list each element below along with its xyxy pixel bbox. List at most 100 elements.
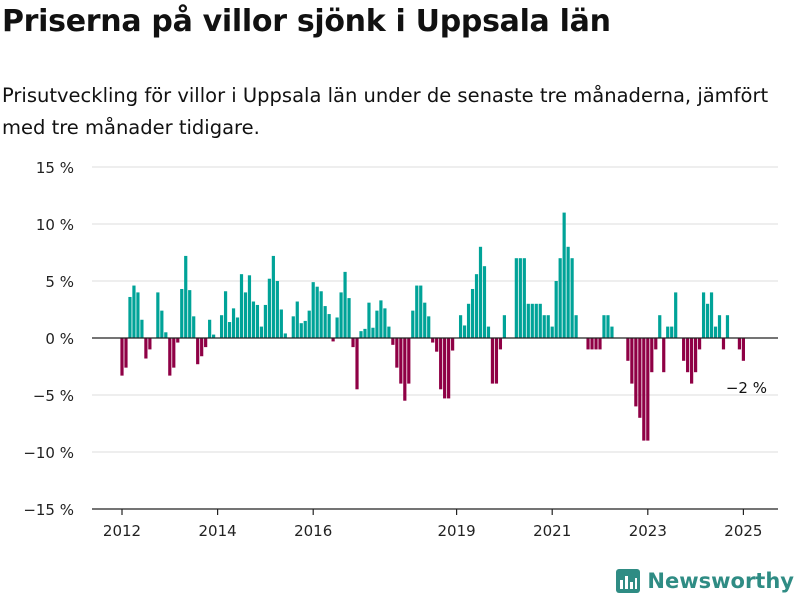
bar xyxy=(140,319,144,338)
bar xyxy=(686,338,690,373)
bar xyxy=(343,271,347,338)
bar xyxy=(431,338,435,343)
bar xyxy=(709,292,714,338)
bar xyxy=(251,301,256,338)
bar xyxy=(247,275,252,338)
bar xyxy=(375,310,379,338)
bar xyxy=(514,258,518,338)
bar xyxy=(478,246,483,338)
y-tick-label: −15 % xyxy=(23,501,74,519)
bar xyxy=(239,274,244,338)
bar xyxy=(323,306,327,338)
y-tick-label: −5 % xyxy=(33,387,74,405)
bar xyxy=(482,266,487,338)
y-tick-label: 15 % xyxy=(36,159,74,177)
bar xyxy=(474,274,479,338)
bar xyxy=(136,292,140,338)
bar xyxy=(331,338,335,342)
bar xyxy=(462,325,467,338)
bar xyxy=(204,338,208,348)
bar xyxy=(192,316,196,338)
bar xyxy=(231,308,236,338)
bar xyxy=(243,292,248,338)
bar xyxy=(498,338,503,350)
bar xyxy=(470,288,475,338)
chart-subtitle: Prisutveckling för villor i Uppsala län … xyxy=(2,84,769,139)
x-tick-label: 2019 xyxy=(438,522,476,540)
bar xyxy=(466,303,471,338)
bar xyxy=(566,246,570,338)
bar xyxy=(717,315,722,338)
bar xyxy=(200,338,204,357)
bar xyxy=(255,304,260,338)
bar xyxy=(427,316,431,338)
bar xyxy=(690,338,694,384)
bar xyxy=(630,338,634,384)
bar xyxy=(423,302,427,338)
bar xyxy=(219,315,224,338)
bar xyxy=(411,310,415,338)
last-value-label: −2 % xyxy=(726,379,767,397)
bar xyxy=(307,310,311,338)
bar xyxy=(263,304,267,338)
bar xyxy=(542,315,546,338)
bar xyxy=(522,258,526,338)
y-tick-label: −10 % xyxy=(23,444,74,462)
bar xyxy=(160,310,164,338)
bar xyxy=(359,331,363,338)
bar xyxy=(235,317,240,338)
bar xyxy=(574,315,578,338)
bar xyxy=(415,285,419,338)
bar xyxy=(419,285,423,338)
bar xyxy=(562,212,566,338)
bar xyxy=(303,320,307,338)
y-tick-label: 5 % xyxy=(45,273,74,291)
bar xyxy=(650,338,654,373)
bar xyxy=(682,338,686,361)
bar xyxy=(666,326,670,338)
bar xyxy=(315,286,319,338)
bar xyxy=(227,322,232,338)
bar xyxy=(196,338,200,365)
bar xyxy=(626,338,630,361)
bar xyxy=(327,314,331,338)
bar xyxy=(267,278,271,338)
bar xyxy=(291,316,295,338)
bar xyxy=(168,338,172,376)
x-tick-label: 2014 xyxy=(199,522,237,540)
bar xyxy=(486,326,491,338)
bar xyxy=(694,338,698,373)
bar xyxy=(295,301,299,338)
bar xyxy=(223,291,228,338)
bar xyxy=(721,338,726,350)
bar xyxy=(646,338,650,441)
bar xyxy=(164,332,168,338)
bar xyxy=(451,338,455,351)
bar xyxy=(554,281,558,338)
bar xyxy=(741,338,745,361)
bar xyxy=(642,338,646,441)
brand-name: Newsworthy xyxy=(647,569,794,593)
bar xyxy=(399,338,403,384)
bar xyxy=(351,338,355,348)
x-tick-label: 2012 xyxy=(103,522,141,540)
bar xyxy=(550,326,554,338)
bar xyxy=(180,288,184,338)
bar xyxy=(447,338,451,399)
bar xyxy=(311,282,315,338)
bar xyxy=(395,338,399,368)
bar xyxy=(530,303,534,338)
bar xyxy=(120,338,124,376)
bar xyxy=(383,308,387,338)
bar xyxy=(713,326,718,338)
bar xyxy=(705,303,710,338)
bar xyxy=(558,258,562,338)
bar xyxy=(172,338,176,368)
x-tick-label: 2021 xyxy=(533,522,571,540)
bar xyxy=(347,298,351,338)
bar xyxy=(176,338,180,343)
bar xyxy=(737,338,742,350)
bar xyxy=(538,303,542,338)
bar xyxy=(132,285,136,338)
